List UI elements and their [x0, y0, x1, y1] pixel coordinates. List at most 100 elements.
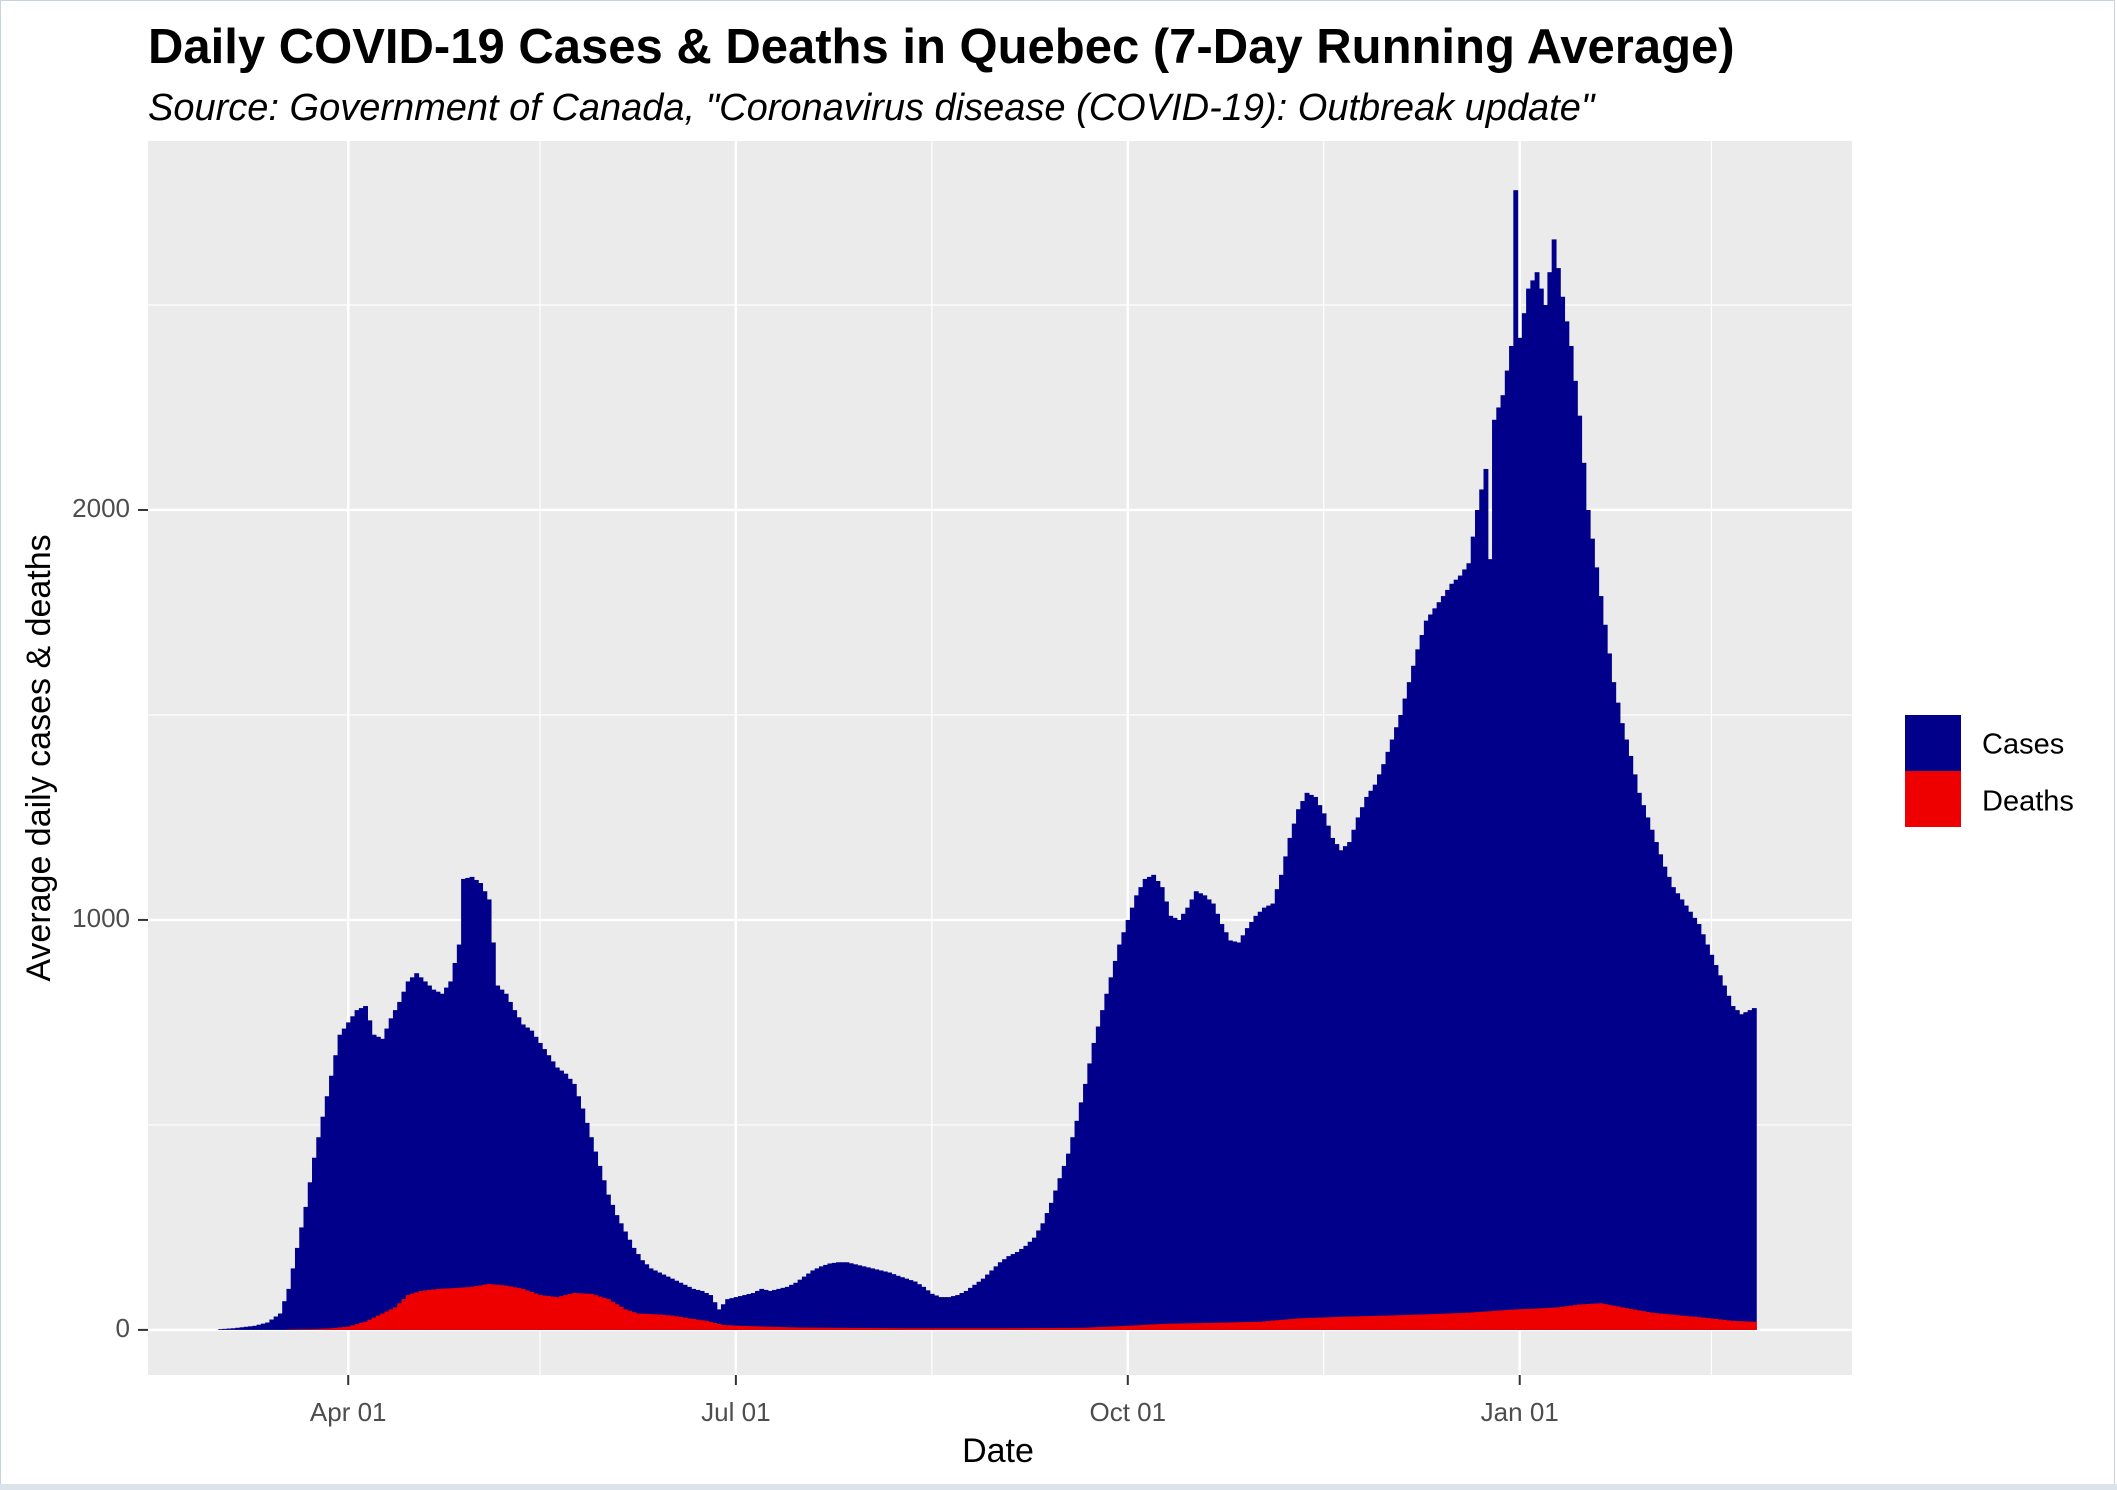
deaths-bar [657, 1314, 662, 1330]
cases-bar [320, 1116, 326, 1330]
cases-bar [810, 1270, 816, 1330]
cases-bar [277, 1313, 283, 1330]
cases-bar [1023, 1245, 1029, 1330]
cases-bar [439, 993, 445, 1330]
cases-bar [380, 1038, 386, 1330]
cases-bar [537, 1042, 543, 1330]
cases-bar [273, 1316, 279, 1330]
y-tick-label: 0 [116, 1313, 130, 1343]
deaths-bar [1146, 1324, 1152, 1330]
legend-key-cases [1905, 715, 1961, 771]
cases-bar [755, 1290, 760, 1330]
deaths-bar [448, 1288, 454, 1330]
deaths-bar [831, 1327, 837, 1330]
deaths-bar [861, 1328, 867, 1330]
deaths-bar [1283, 1319, 1289, 1330]
deaths-bar [925, 1328, 931, 1330]
deaths-bar [1206, 1322, 1212, 1330]
deaths-bar [1394, 1315, 1399, 1330]
deaths-bar [1129, 1325, 1135, 1330]
deaths-bar [1474, 1312, 1480, 1330]
cases-bar [1747, 1010, 1753, 1330]
cases-bars [218, 190, 1757, 1330]
cases-bar [865, 1267, 871, 1330]
deaths-bar [1590, 1303, 1595, 1330]
deaths-bar [1406, 1314, 1412, 1330]
deaths-bar [1692, 1316, 1698, 1330]
cases-bar [831, 1262, 837, 1330]
cases-bar [1002, 1259, 1007, 1330]
cases-bar [1223, 932, 1229, 1330]
deaths-bar [1560, 1306, 1566, 1330]
deaths-bar [486, 1283, 492, 1330]
cases-bar [652, 1270, 658, 1330]
deaths-bar [346, 1326, 351, 1330]
cases-bar [1521, 313, 1527, 1330]
deaths-bar [1159, 1323, 1165, 1330]
cases-bar [874, 1269, 880, 1330]
cases-bar [857, 1265, 863, 1330]
deaths-bar [1359, 1316, 1365, 1330]
cases-bar [1151, 874, 1157, 1330]
cases-bar [640, 1260, 645, 1330]
deaths-bar [1615, 1306, 1621, 1330]
deaths-bar [499, 1285, 505, 1330]
cases-bar [742, 1295, 748, 1330]
cases-bar [899, 1277, 905, 1330]
deaths-bar [1594, 1303, 1600, 1330]
cases-bar [1377, 774, 1382, 1330]
cases-bar [358, 1008, 364, 1330]
deaths-bar [1368, 1316, 1374, 1330]
cases-bar [1198, 893, 1203, 1330]
cases-bar [1070, 1137, 1076, 1330]
cases-bar [235, 1327, 241, 1330]
x-axis: Apr 01 Jul 01 Oct 01 Jan 01 [310, 1375, 1559, 1427]
cases-bar [1342, 846, 1348, 1330]
legend-label-deaths: Deaths [1982, 786, 2074, 818]
deaths-bar [1679, 1315, 1685, 1330]
cases-bar [478, 883, 484, 1330]
deaths-bar [1381, 1315, 1387, 1330]
cases-bar [1696, 924, 1702, 1330]
cases-bar [1509, 345, 1514, 1330]
deaths-bar [1628, 1308, 1634, 1330]
cases-bar [933, 1295, 939, 1330]
deaths-bar [1036, 1328, 1042, 1330]
cases-bar [312, 1157, 317, 1330]
deaths-bar [1377, 1315, 1382, 1330]
cases-bar [1057, 1178, 1063, 1330]
cases-bar [878, 1270, 884, 1330]
deaths-bar [554, 1297, 560, 1330]
deaths-bar [691, 1319, 697, 1330]
deaths-bar [605, 1299, 611, 1330]
deaths-bar [354, 1324, 360, 1330]
deaths-bar [1181, 1323, 1186, 1330]
cases-bar [1274, 889, 1280, 1330]
cases-bar [256, 1324, 262, 1330]
deaths-bar [985, 1328, 990, 1330]
cases-bar [503, 993, 509, 1330]
deaths-bar [1538, 1308, 1544, 1330]
legend-label-cases: Cases [1982, 729, 2064, 761]
deaths-bar [392, 1307, 398, 1330]
cases-bar [559, 1070, 564, 1330]
cases-bar [1739, 1014, 1744, 1330]
cases-bar [669, 1278, 675, 1330]
deaths-bar [1244, 1322, 1250, 1330]
deaths-bar [1607, 1304, 1612, 1330]
deaths-bar [784, 1327, 790, 1330]
deaths-bar [1078, 1327, 1084, 1330]
deaths-bar [324, 1328, 330, 1330]
deaths-bar [720, 1324, 726, 1330]
deaths-bar [1415, 1314, 1421, 1330]
cases-bar [1743, 1012, 1749, 1330]
cases-bar [1734, 1010, 1740, 1330]
deaths-bar [1104, 1326, 1110, 1330]
deaths-bar [580, 1293, 586, 1330]
deaths-bar [1517, 1309, 1523, 1330]
cases-bar [622, 1231, 628, 1330]
chart-title: Daily COVID-19 Cases & Deaths in Quebec … [148, 20, 1735, 74]
cases-bar [1257, 911, 1263, 1330]
deaths-bar [759, 1326, 765, 1330]
